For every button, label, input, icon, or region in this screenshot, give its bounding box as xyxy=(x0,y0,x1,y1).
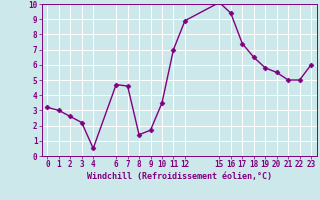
X-axis label: Windchill (Refroidissement éolien,°C): Windchill (Refroidissement éolien,°C) xyxy=(87,172,272,181)
